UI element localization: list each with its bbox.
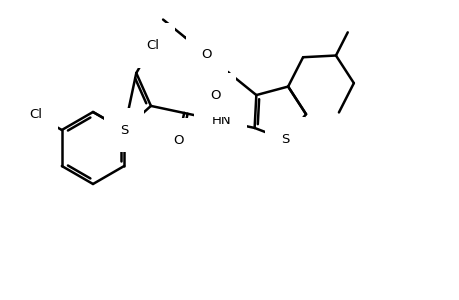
Text: S: S	[280, 133, 289, 146]
Text: Cl: Cl	[29, 109, 42, 122]
Text: O: O	[173, 134, 183, 147]
Text: O: O	[201, 48, 212, 61]
Text: O: O	[209, 88, 220, 102]
Text: HN: HN	[211, 114, 231, 128]
Text: S: S	[120, 124, 128, 136]
Text: Cl: Cl	[146, 39, 158, 52]
